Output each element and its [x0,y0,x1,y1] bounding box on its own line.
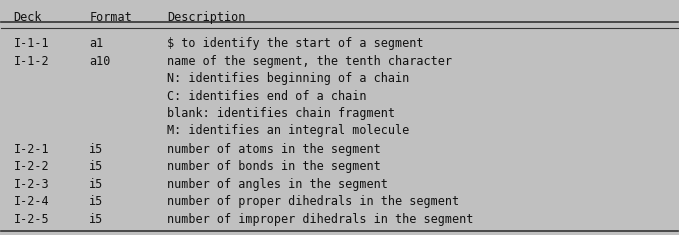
Text: I-2-1: I-2-1 [14,143,49,156]
Text: I-1-1: I-1-1 [14,37,49,50]
Text: I-2-2: I-2-2 [14,161,49,173]
Text: i5: i5 [90,178,104,191]
Text: number of proper dihedrals in the segment: number of proper dihedrals in the segmen… [167,195,459,208]
Text: number of angles in the segment: number of angles in the segment [167,178,388,191]
Text: Description: Description [167,11,245,24]
Text: a10: a10 [90,55,111,68]
Text: number of atoms in the segment: number of atoms in the segment [167,143,381,156]
Text: blank: identifies chain fragment: blank: identifies chain fragment [167,107,395,120]
Text: number of bonds in the segment: number of bonds in the segment [167,161,381,173]
Text: I-2-4: I-2-4 [14,195,49,208]
Text: a1: a1 [90,37,104,50]
Text: M: identifies an integral molecule: M: identifies an integral molecule [167,125,409,137]
Text: Deck: Deck [14,11,42,24]
Text: number of improper dihedrals in the segment: number of improper dihedrals in the segm… [167,213,473,226]
Text: Format: Format [90,11,132,24]
Text: C: identifies end of a chain: C: identifies end of a chain [167,90,367,103]
Text: $ to identify the start of a segment: $ to identify the start of a segment [167,37,424,50]
Text: i5: i5 [90,195,104,208]
Text: I-2-3: I-2-3 [14,178,49,191]
Text: N: identifies beginning of a chain: N: identifies beginning of a chain [167,72,409,85]
Text: i5: i5 [90,213,104,226]
Text: i5: i5 [90,161,104,173]
Text: I-2-5: I-2-5 [14,213,49,226]
Text: I-1-2: I-1-2 [14,55,49,68]
Text: name of the segment, the tenth character: name of the segment, the tenth character [167,55,452,68]
Text: i5: i5 [90,143,104,156]
